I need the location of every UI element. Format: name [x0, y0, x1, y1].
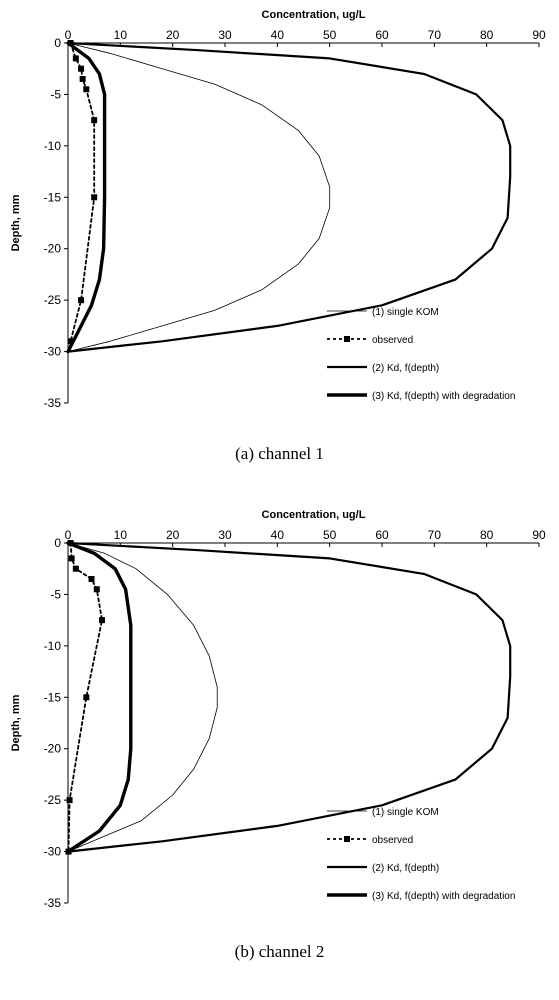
- y-tick-label: -35: [44, 396, 62, 410]
- x-tick-label: 80: [480, 28, 494, 42]
- x-tick-label: 40: [271, 28, 285, 42]
- y-tick-label: -5: [50, 87, 61, 101]
- observed-point: [83, 86, 90, 93]
- series-line-1: [67, 42, 331, 352]
- observed-point: [72, 55, 79, 62]
- x-tick-label: 0: [65, 528, 72, 542]
- y-tick-label: -15: [44, 190, 62, 204]
- observed-point: [79, 76, 86, 82]
- caption-a: (a) channel 1: [235, 444, 324, 463]
- x-tick-label: 80: [480, 528, 494, 542]
- y-tick-label: 0: [54, 36, 61, 50]
- x-tick-label: 20: [166, 528, 180, 542]
- y-axis-label: Depth, mm: [10, 194, 22, 251]
- series-line-3: [66, 541, 512, 853]
- y-tick-label: 0: [54, 536, 61, 550]
- legend-label-2: observed: [372, 835, 413, 846]
- chart-panel-a: Concentration, ug/L Depth, mm 0 10 20 30 40 50 6…: [10, 9, 546, 463]
- legend-label-3: (2) Kd, f(depth): [372, 363, 439, 374]
- observed-point: [72, 565, 79, 572]
- series-line-4: [66, 41, 107, 354]
- legend-label-2: observed: [372, 335, 413, 346]
- series-line-4: [66, 541, 133, 854]
- observed-point: [91, 194, 98, 201]
- series-line-3: [66, 41, 512, 353]
- y-tick-label: -20: [44, 742, 62, 756]
- chart-panel-b: Concentration, ug/L Depth, mm 0 10 20 30 40 50 6…: [0, 500, 559, 1000]
- legend-marker: [344, 836, 350, 842]
- y-tick-label: -15: [44, 690, 62, 704]
- y-tick-label: -35: [44, 896, 62, 910]
- y-tick-label: -30: [44, 345, 62, 359]
- legend-label-4: (3) Kd, f(depth) with degradation: [372, 891, 515, 902]
- x-tick-label: 0: [65, 28, 72, 42]
- legend-label-1: (1) single KOM: [372, 307, 439, 318]
- series-line-2: [69, 42, 96, 343]
- caption-b: (b) channel 2: [234, 942, 325, 961]
- x-tick-label: 70: [428, 28, 442, 42]
- observed-point: [78, 65, 85, 72]
- legend-label-4: (3) Kd, f(depth) with degradation: [372, 391, 515, 402]
- legend-label-3: (2) Kd, f(depth): [372, 863, 439, 874]
- x-tick-label: 30: [218, 528, 232, 542]
- chart-svg-b: Concentration, ug/L Depth, mm 0 10 20 30 40 50 6…: [10, 509, 546, 910]
- observed-point: [91, 117, 98, 124]
- chart-svg-a: Concentration, ug/L Depth, mm 0 10 20 30 40 50 6…: [10, 9, 546, 410]
- y-tick-label: -10: [44, 639, 62, 653]
- observed-point: [83, 694, 90, 701]
- x-tick-label: 60: [375, 28, 389, 42]
- observed-point: [67, 338, 74, 345]
- series-line-1: [67, 542, 218, 852]
- observed-point: [99, 617, 106, 624]
- observed-point: [66, 797, 73, 804]
- observed-point: [78, 297, 85, 304]
- x-tick-label: 10: [114, 28, 128, 42]
- legend-label-1: (1) single KOM: [372, 807, 439, 818]
- chart-title: Concentration, ug/L: [262, 509, 366, 521]
- x-tick-label: 40: [271, 528, 285, 542]
- x-tick-label: 50: [323, 528, 337, 542]
- chart-title: Concentration, ug/L: [262, 9, 366, 21]
- x-tick-label: 60: [375, 528, 389, 542]
- y-tick-label: -25: [44, 293, 62, 307]
- y-tick-label: -10: [44, 139, 62, 153]
- legend-marker: [344, 336, 350, 342]
- x-tick-label: 30: [218, 28, 232, 42]
- x-tick-label: 50: [323, 28, 337, 42]
- observed-point: [68, 555, 75, 562]
- y-tick-label: -20: [44, 242, 62, 256]
- y-axis-label: Depth, mm: [10, 694, 22, 751]
- x-tick-label: 90: [532, 528, 546, 542]
- x-tick-label: 70: [428, 528, 442, 542]
- observed-point: [88, 576, 95, 582]
- y-tick-label: -25: [44, 793, 62, 807]
- y-tick-label: -5: [50, 587, 61, 601]
- x-tick-label: 90: [532, 28, 546, 42]
- x-tick-label: 10: [114, 528, 128, 542]
- x-tick-label: 20: [166, 28, 180, 42]
- y-tick-label: -30: [44, 845, 62, 859]
- observed-point: [93, 586, 100, 593]
